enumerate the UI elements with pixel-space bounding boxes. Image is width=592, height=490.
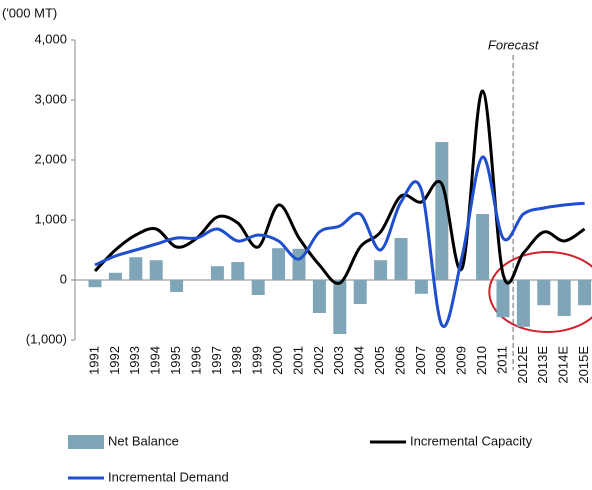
bar [108, 272, 122, 280]
x-tick-label: 2012E [515, 346, 530, 384]
bar [557, 280, 571, 316]
x-tick-label: 2000 [270, 346, 285, 375]
bar [516, 280, 530, 327]
x-tick-label: 2013E [535, 346, 550, 384]
bar [496, 280, 510, 318]
x-tick-label: 2015E [576, 346, 591, 384]
x-tick-label: 1998 [229, 346, 244, 375]
x-tick-label: 2003 [331, 346, 346, 375]
bar [435, 142, 449, 280]
y-tick-label: (1,000) [26, 331, 67, 346]
x-tick-label: 2006 [392, 346, 407, 375]
y-tick-label: 3,000 [34, 91, 67, 106]
y-tick-label: 1,000 [34, 211, 67, 226]
y-tick-label: 2,000 [34, 151, 67, 166]
x-tick-label: 2014E [556, 346, 571, 384]
bar [251, 280, 265, 295]
bar [333, 280, 347, 334]
bar [353, 280, 367, 304]
unit-label: ('000 MT) [2, 5, 57, 20]
x-tick-label: 2002 [311, 346, 326, 375]
x-tick-label: 2009 [454, 346, 469, 375]
x-tick-label: 2004 [352, 346, 367, 375]
bar [374, 260, 388, 280]
bar [537, 280, 551, 306]
bar [312, 280, 326, 313]
x-tick-label: 2010 [474, 346, 489, 375]
x-tick-label: 1991 [86, 346, 101, 375]
x-tick-label: 1996 [188, 346, 203, 375]
x-tick-label: 2001 [290, 346, 305, 375]
bar [414, 280, 428, 294]
x-tick-label: 1993 [127, 346, 142, 375]
bar [272, 248, 286, 280]
forecast-label: Forecast [488, 37, 540, 52]
x-tick-label: 1992 [107, 346, 122, 375]
bar [210, 266, 224, 280]
x-tick-label: 2011 [494, 346, 509, 374]
bar [476, 214, 490, 280]
y-tick-label: 4,000 [34, 31, 67, 46]
x-tick-label: 2005 [372, 346, 387, 375]
bar [394, 238, 408, 280]
x-tick-label: 1994 [148, 346, 163, 375]
bar [129, 257, 143, 280]
legend-label: Net Balance [108, 433, 179, 448]
legend-swatch [68, 435, 104, 449]
bar [149, 260, 163, 280]
bar [578, 280, 592, 306]
bar [88, 280, 102, 288]
line [94, 155, 585, 328]
x-tick-label: 2008 [433, 346, 448, 375]
highlight-ellipse [488, 251, 592, 333]
y-tick-label: 0 [60, 271, 67, 286]
x-tick-label: 2007 [413, 346, 428, 375]
legend-label: Incremental Capacity [410, 433, 533, 448]
x-tick-label: 1997 [209, 346, 224, 375]
x-tick-label: 1995 [168, 346, 183, 375]
line [93, 89, 586, 285]
bar [231, 262, 245, 280]
legend-label: Incremental Demand [108, 469, 229, 484]
x-tick-label: 1999 [250, 346, 265, 375]
bar [170, 280, 184, 292]
